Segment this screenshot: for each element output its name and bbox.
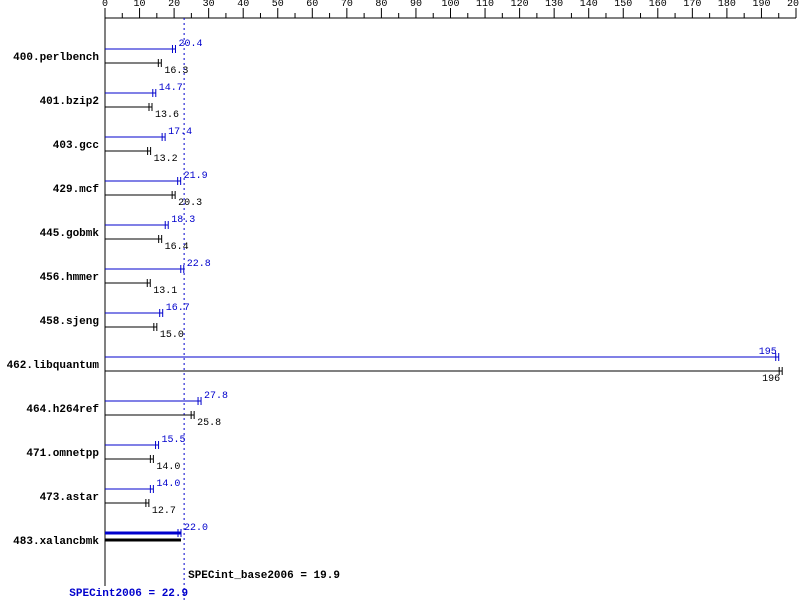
base-value: 13.1: [153, 286, 177, 297]
x-tick-label: 150: [614, 0, 632, 10]
peak-value: 14.7: [159, 83, 183, 94]
benchmark-label: 462.libquantum: [7, 360, 100, 372]
peak-value: 22.0: [184, 523, 208, 534]
benchmark-label: 464.h264ref: [26, 404, 99, 416]
x-tick-label: 190: [752, 0, 770, 10]
summary-base: SPECint_base2006 = 19.9: [188, 570, 340, 582]
benchmark-label: 429.mcf: [53, 184, 100, 196]
base-value: 15.0: [160, 330, 184, 341]
base-value: 20.3: [178, 198, 202, 209]
summary-peak: SPECint2006 = 22.9: [69, 588, 188, 600]
peak-value: 18.3: [171, 215, 195, 226]
x-tick-label: 70: [341, 0, 353, 10]
benchmark-label: 473.astar: [40, 492, 99, 504]
x-tick-label: 60: [306, 0, 318, 10]
base-value: 25.8: [197, 418, 221, 429]
peak-value: 16.7: [166, 303, 190, 314]
base-value: 12.7: [152, 506, 176, 517]
base-value: 16.4: [165, 242, 189, 253]
x-tick-label: 90: [410, 0, 422, 10]
peak-value: 27.8: [204, 391, 228, 402]
x-tick-label: 110: [476, 0, 494, 10]
base-value: 16.3: [164, 66, 188, 77]
x-tick-label: 170: [683, 0, 701, 10]
specint-chart: 0 10 20 30 40 50 60 70 80 90 100 110 120 130 140 150 160…: [0, 0, 799, 606]
x-tick-label: 50: [272, 0, 284, 10]
x-tick-label: 100: [441, 0, 459, 10]
base-value: 14.0: [156, 462, 180, 473]
benchmark-label: 400.perlbench: [13, 52, 99, 64]
benchmark-label: 403.gcc: [53, 140, 99, 152]
x-tick-label: 80: [375, 0, 387, 10]
x-tick-label: 10: [134, 0, 146, 10]
base-value: 196: [762, 374, 780, 385]
x-tick-label: 40: [237, 0, 249, 10]
x-tick-label: 200: [787, 0, 799, 10]
benchmark-label: 471.omnetpp: [26, 448, 99, 460]
x-tick-label: 20: [168, 0, 180, 10]
peak-value: 15.5: [162, 435, 186, 446]
x-tick-label: 140: [580, 0, 598, 10]
benchmark-label: 445.gobmk: [40, 228, 100, 240]
x-tick-label: 180: [718, 0, 736, 10]
peak-value: 20.4: [178, 39, 202, 50]
peak-value: 21.9: [184, 171, 208, 182]
peak-value: 195: [759, 347, 777, 358]
benchmark-label: 401.bzip2: [40, 96, 99, 108]
x-tick-label: 130: [545, 0, 563, 10]
x-tick-label: 160: [649, 0, 667, 10]
benchmark-label: 456.hmmer: [40, 272, 99, 284]
x-tick-label: 120: [511, 0, 529, 10]
x-tick-label: 30: [203, 0, 215, 10]
peak-value: 22.8: [187, 259, 211, 270]
benchmark-label: 458.sjeng: [40, 316, 99, 328]
peak-value: 14.0: [156, 479, 180, 490]
x-tick-label: 0: [102, 0, 108, 10]
peak-value: 17.4: [168, 127, 192, 138]
benchmark-label: 483.xalancbmk: [13, 536, 99, 548]
base-value: 13.6: [155, 110, 179, 121]
base-value: 13.2: [154, 154, 178, 165]
